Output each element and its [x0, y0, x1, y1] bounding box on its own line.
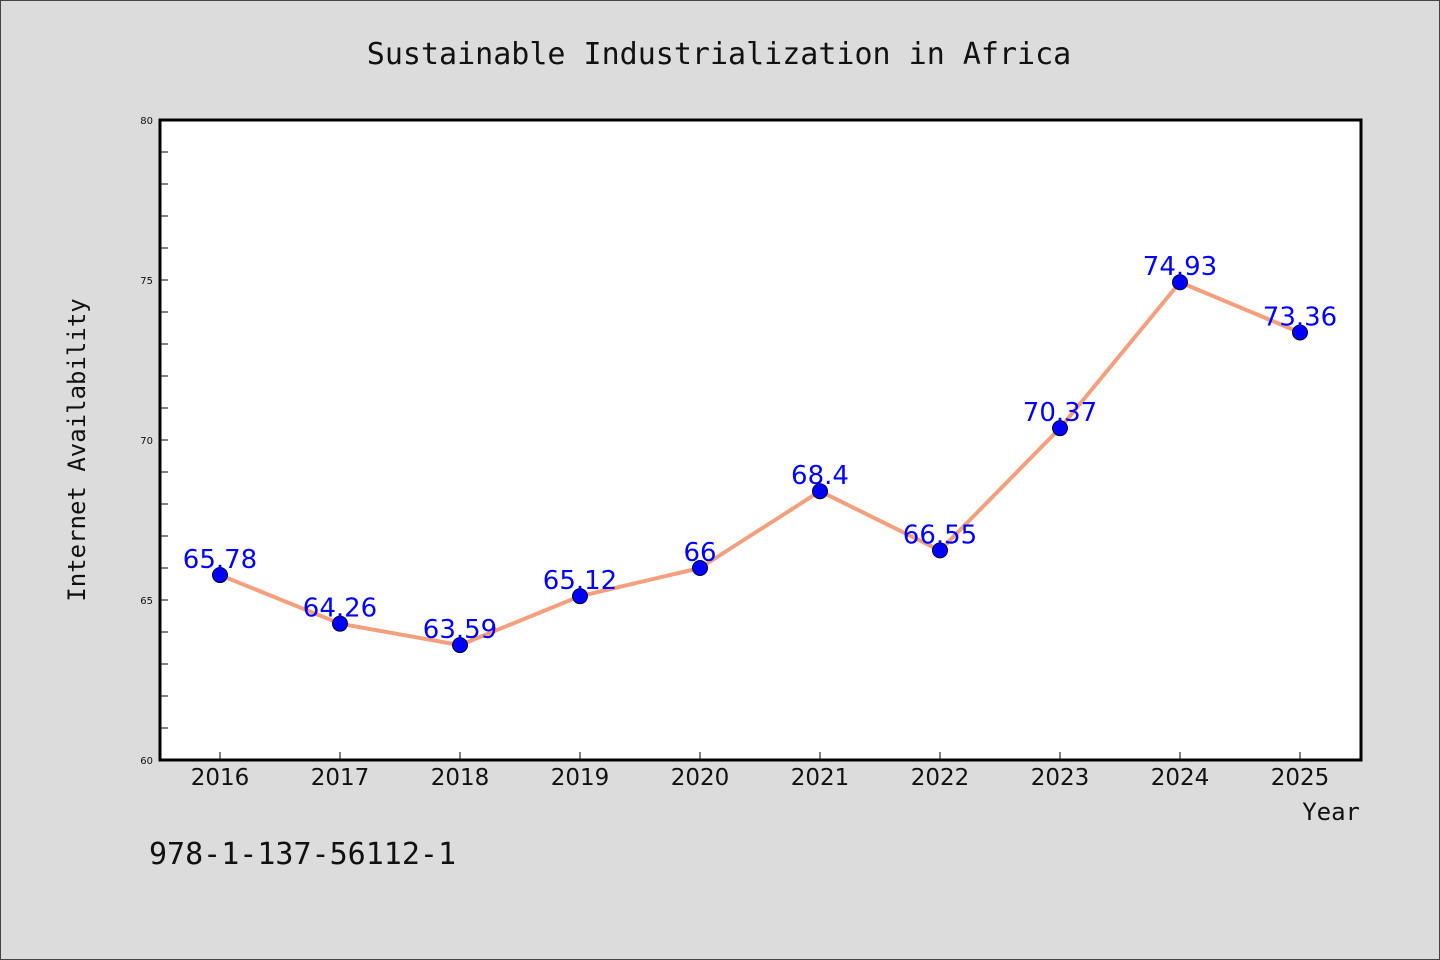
- y-tick-label: 75: [140, 276, 153, 287]
- axis-ticks: 60 65 70 75 80 2016 2017 2018 2019 2020 2021 2022 20…: [140, 116, 1329, 791]
- data-label: 65.12: [543, 566, 617, 596]
- y-tick-label: 80: [140, 116, 153, 127]
- data-label: 73.36: [1263, 302, 1337, 332]
- data-label: 63.59: [423, 615, 497, 645]
- data-point: [1292, 324, 1308, 341]
- x-tick-label: 2020: [671, 765, 730, 791]
- data-point: [812, 483, 828, 500]
- x-tick-label: 2023: [1031, 765, 1090, 791]
- data-point: [692, 560, 708, 576]
- x-tick-label: 2019: [551, 765, 610, 791]
- y-tick-label: 70: [140, 436, 153, 447]
- data-labels: 65.78 64.26 63.59 65.12 66 68.4 66.55 70.37 74.9…: [183, 252, 1337, 645]
- data-point: [452, 637, 468, 654]
- data-label: 70.37: [1023, 398, 1097, 428]
- x-tick-label: 2024: [1151, 765, 1210, 791]
- data-point: [1172, 274, 1188, 291]
- x-tick-label: 2016: [191, 765, 250, 791]
- x-tick-label: 2022: [911, 765, 970, 791]
- x-tick-label: 2018: [431, 765, 490, 791]
- y-tick-label: 65: [140, 596, 153, 607]
- data-point: [572, 588, 588, 605]
- x-tick-label: 2017: [311, 765, 370, 791]
- data-label: 68.4: [791, 461, 849, 491]
- series-line: [219, 280, 1301, 648]
- data-label: 74.93: [1143, 252, 1217, 282]
- data-point: [212, 567, 228, 584]
- x-tick-label: 2021: [791, 765, 850, 791]
- y-tick-label: 60: [140, 756, 153, 767]
- data-point: [1052, 420, 1068, 437]
- data-label: 64.26: [303, 594, 377, 624]
- data-point: [332, 615, 348, 632]
- y-axis-label: Internet Availability: [63, 298, 91, 601]
- data-label: 66: [683, 538, 716, 568]
- isbn-annotation: 978-1-137-56112-1: [149, 837, 456, 872]
- plot-area: [158, 118, 1363, 762]
- data-label: 66.55: [903, 520, 977, 550]
- chart-title: Sustainable Industrialization in Africa: [367, 37, 1071, 72]
- x-axis-label: Year: [1302, 798, 1360, 826]
- data-point: [932, 542, 948, 559]
- data-label: 65.78: [183, 545, 257, 575]
- x-tick-label: 2025: [1271, 765, 1330, 791]
- series-layer: [212, 274, 1308, 654]
